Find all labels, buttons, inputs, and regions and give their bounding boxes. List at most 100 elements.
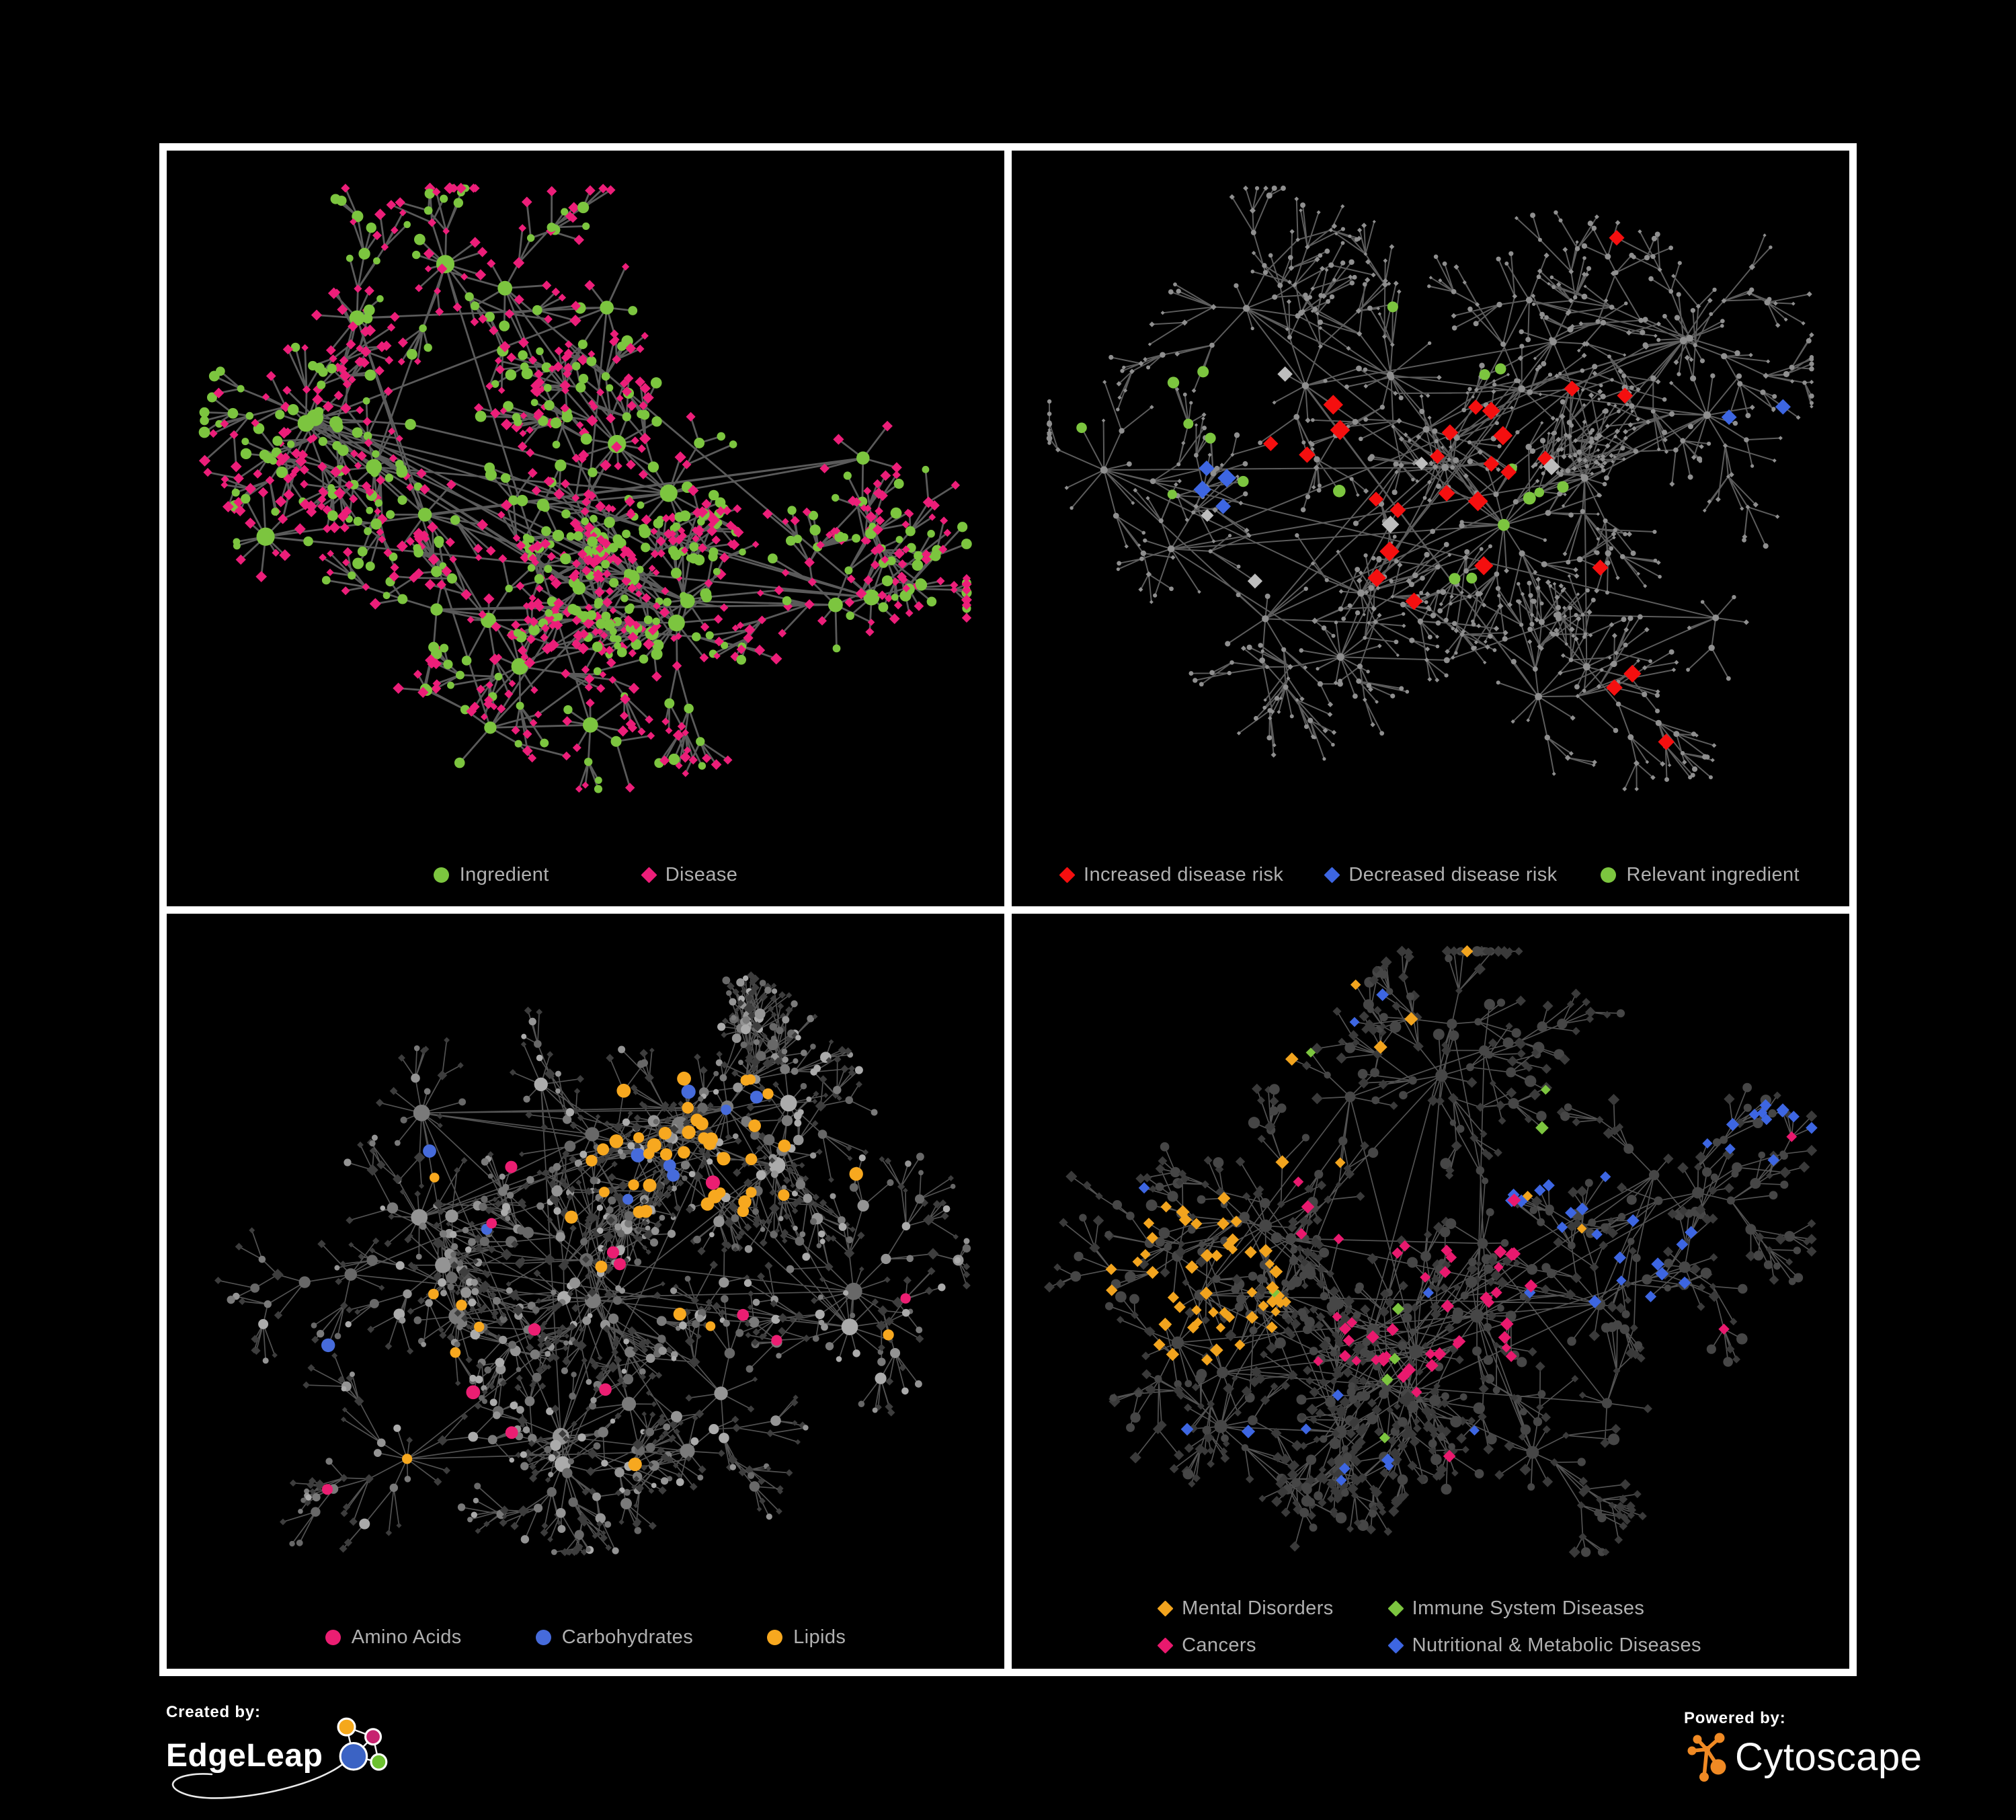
network-node — [1323, 379, 1328, 383]
network-node — [771, 1011, 777, 1018]
network-node — [656, 1190, 665, 1198]
network-node — [950, 580, 959, 590]
highlight-node — [658, 1126, 672, 1140]
network-node — [1668, 381, 1674, 385]
network-node — [487, 1244, 496, 1253]
network-node — [1386, 1407, 1394, 1414]
network-node — [1337, 1479, 1349, 1491]
network-node — [1422, 426, 1430, 433]
network-node — [1721, 353, 1728, 360]
network-node — [611, 1160, 618, 1167]
network-node — [1568, 512, 1574, 518]
network-node — [651, 671, 662, 682]
network-node — [663, 1423, 671, 1431]
network-node — [1736, 1333, 1748, 1345]
network-node — [1379, 1013, 1388, 1021]
highlight-node — [748, 1119, 761, 1132]
network-node — [899, 590, 912, 602]
network-node — [1662, 1246, 1673, 1257]
network-node — [803, 1424, 809, 1431]
network-node — [1258, 643, 1263, 648]
network-node — [1738, 1283, 1748, 1294]
network-node — [1527, 1347, 1537, 1356]
network-node — [1236, 592, 1241, 598]
network-node — [812, 1119, 819, 1126]
network-node — [1519, 1407, 1527, 1415]
network-node — [657, 1334, 666, 1343]
network-node — [1257, 1134, 1266, 1143]
network-node — [606, 185, 616, 195]
circle-marker-icon — [1600, 867, 1616, 883]
highlight-node — [1609, 230, 1625, 246]
network-node — [1498, 1116, 1506, 1125]
network-node — [769, 1189, 776, 1196]
network-node — [621, 263, 630, 271]
network-node — [1070, 1271, 1082, 1281]
highlight-node — [622, 1193, 634, 1205]
network-node — [482, 1388, 488, 1395]
network-node — [699, 1066, 708, 1074]
network-node — [1668, 649, 1675, 655]
network-node — [397, 594, 408, 604]
network-node — [1367, 1006, 1374, 1013]
network-node — [253, 469, 263, 479]
network-node — [1301, 1281, 1309, 1290]
network-node — [666, 1184, 673, 1191]
network-node — [759, 1238, 768, 1247]
network-node — [1629, 385, 1634, 390]
network-node — [1287, 1468, 1299, 1480]
highlight-node — [1295, 1228, 1307, 1240]
network-node — [855, 588, 867, 600]
network-node — [1653, 558, 1658, 563]
network-node — [302, 385, 311, 394]
network-node — [1629, 403, 1635, 409]
network-node — [354, 1396, 364, 1406]
network-node — [1430, 1454, 1442, 1465]
network-node — [1571, 988, 1581, 998]
circle-marker-icon — [535, 1630, 551, 1645]
network-node — [1431, 1274, 1441, 1283]
network-node — [537, 1335, 545, 1344]
highlight-node — [1197, 366, 1209, 378]
network-node — [1466, 1062, 1474, 1071]
network-node — [770, 653, 782, 665]
network-node — [1593, 459, 1599, 465]
network-node — [499, 1314, 508, 1323]
network-node — [1331, 729, 1337, 736]
network-node — [1277, 1103, 1287, 1113]
network-node — [1461, 1445, 1469, 1454]
network-node — [1629, 1323, 1638, 1332]
network-node — [631, 1121, 642, 1132]
network-node — [634, 1526, 642, 1534]
network-node — [1556, 436, 1562, 442]
network-node — [1393, 280, 1399, 286]
network-node — [1638, 1511, 1647, 1520]
network-node — [1613, 727, 1619, 734]
network-node — [1143, 538, 1147, 543]
network-node — [1181, 440, 1186, 446]
network-node — [1562, 614, 1568, 619]
network-node — [1397, 1440, 1408, 1451]
network-node — [596, 1204, 604, 1211]
network-node — [1300, 1257, 1309, 1267]
network-node — [301, 344, 309, 352]
network-node — [1496, 1276, 1508, 1288]
network-node — [1393, 461, 1399, 467]
network-node — [1389, 244, 1395, 249]
network-node — [378, 1284, 385, 1291]
network-node — [421, 535, 430, 543]
network-node — [1145, 1199, 1158, 1211]
network-node — [439, 562, 447, 569]
network-node — [1517, 582, 1521, 586]
network-node — [1309, 1386, 1320, 1397]
network-node — [1336, 1339, 1344, 1348]
network-node — [1554, 594, 1560, 600]
network-node — [1424, 551, 1430, 558]
network-node — [1492, 648, 1497, 652]
network-node — [1461, 407, 1467, 413]
network-node — [1451, 621, 1457, 627]
network-node — [1453, 434, 1460, 441]
network-node — [857, 496, 868, 507]
network-node — [1427, 479, 1432, 485]
network-node — [1496, 998, 1506, 1006]
